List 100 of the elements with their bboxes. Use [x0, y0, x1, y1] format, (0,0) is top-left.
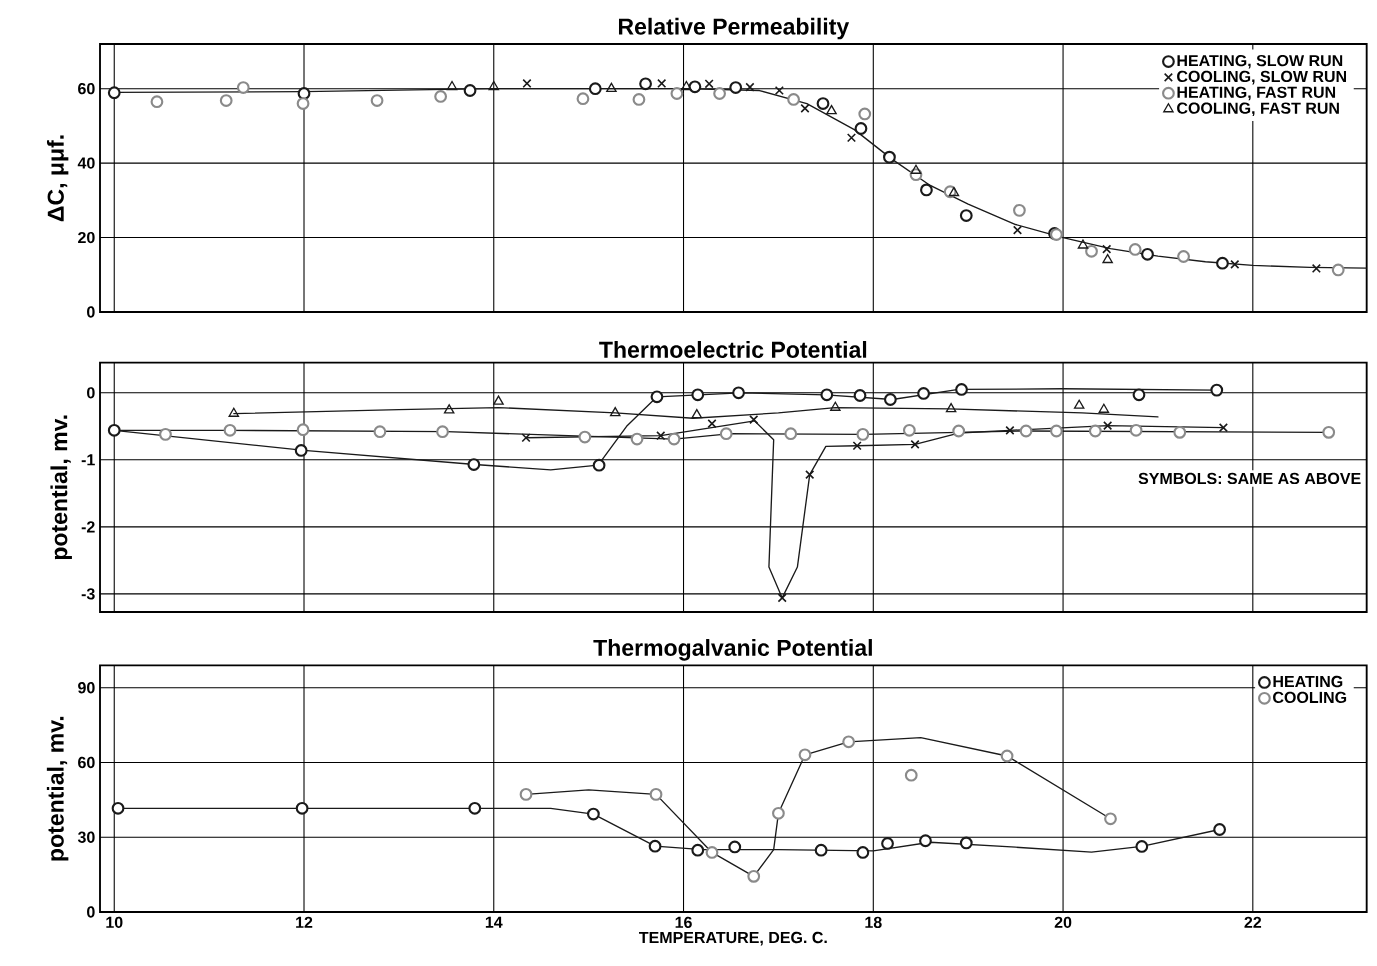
- point: [747, 869, 761, 883]
- point: [1322, 425, 1336, 439]
- point: [1173, 425, 1187, 439]
- point: [1218, 423, 1228, 433]
- point: [1311, 263, 1321, 274]
- y-tick-label: 30: [77, 831, 95, 843]
- x-tick-label: 10: [106, 916, 123, 929]
- point: [1331, 263, 1345, 277]
- point: [649, 787, 663, 801]
- point: [1103, 421, 1113, 431]
- point: [853, 389, 867, 402]
- point: [858, 107, 872, 121]
- point: [883, 150, 896, 164]
- point: [842, 735, 856, 749]
- point: [670, 87, 684, 100]
- point: [707, 419, 717, 429]
- point: [774, 85, 784, 96]
- point: [881, 837, 894, 850]
- x-axis-title: TEMPERATURE, DEG. C.: [639, 931, 827, 946]
- annotation: SYMBOLS: SAME AS ABOVE: [1138, 472, 1361, 485]
- point: [370, 94, 384, 107]
- point: [296, 97, 310, 110]
- point: [650, 390, 664, 404]
- point: [667, 432, 681, 446]
- y-tick-label: -2: [81, 521, 95, 533]
- point: [219, 94, 233, 107]
- point: [648, 839, 662, 853]
- point: [107, 423, 121, 437]
- point: [488, 80, 500, 91]
- point: [777, 593, 787, 603]
- point: [467, 458, 481, 471]
- point: [493, 395, 504, 405]
- point: [159, 427, 172, 441]
- point: [296, 423, 310, 437]
- y-tick-label: 60: [78, 756, 95, 769]
- point: [814, 843, 828, 857]
- y-axis-title: potential, mv.: [46, 716, 69, 861]
- point: [910, 439, 920, 449]
- point: [856, 427, 870, 441]
- point: [856, 846, 870, 859]
- point: [223, 423, 237, 437]
- point: [657, 78, 667, 89]
- y-tick-label: 0: [87, 306, 95, 318]
- point: [691, 843, 705, 857]
- point: [1012, 225, 1023, 235]
- point: [732, 386, 745, 400]
- point: [522, 78, 532, 89]
- legend-label: COOLING, FAST RUN: [1177, 102, 1339, 117]
- point: [1135, 840, 1149, 853]
- point: [910, 164, 922, 174]
- y-tick-label: -3: [81, 588, 95, 600]
- point: [691, 408, 703, 419]
- y-tick-label: -1: [81, 454, 95, 466]
- point: [1085, 244, 1098, 258]
- point: [632, 93, 646, 106]
- point: [919, 834, 932, 848]
- point: [639, 77, 652, 91]
- point: [902, 423, 916, 437]
- chart-title: Relative Permeability: [618, 17, 850, 40]
- point: [373, 425, 387, 439]
- point: [521, 433, 531, 443]
- y-axis-title: potential, mv.: [50, 415, 72, 560]
- point: [688, 80, 702, 94]
- point: [586, 807, 600, 821]
- x-tick-label: 22: [1244, 916, 1262, 928]
- point: [830, 401, 841, 411]
- point: [1050, 424, 1063, 438]
- point: [883, 393, 897, 406]
- point: [846, 133, 857, 143]
- legend-label: COOLING, SLOW RUN: [1177, 70, 1347, 85]
- point: [228, 407, 240, 417]
- y-tick-label: 90: [78, 682, 95, 694]
- point: [468, 801, 482, 815]
- x-tick-label: 14: [485, 916, 503, 928]
- point: [904, 768, 918, 782]
- point: [798, 748, 812, 762]
- point: [1104, 812, 1117, 826]
- point: [800, 103, 810, 113]
- point: [955, 383, 968, 396]
- point: [1141, 247, 1154, 261]
- point: [1088, 424, 1102, 438]
- point: [952, 424, 966, 438]
- y-tick-label: 0: [87, 387, 95, 399]
- point: [1077, 239, 1089, 249]
- point: [1013, 203, 1026, 217]
- point: [805, 470, 815, 480]
- point: [948, 186, 960, 197]
- point: [1230, 259, 1240, 269]
- point: [1128, 243, 1142, 256]
- point: [443, 404, 455, 414]
- point: [1132, 388, 1146, 402]
- point: [588, 82, 602, 96]
- point: [705, 846, 719, 859]
- point: [606, 82, 617, 92]
- point: [852, 441, 862, 451]
- x-tick-label: 16: [675, 916, 692, 929]
- point: [295, 801, 309, 815]
- point: [729, 81, 743, 94]
- point: [434, 90, 448, 103]
- point: [436, 425, 449, 439]
